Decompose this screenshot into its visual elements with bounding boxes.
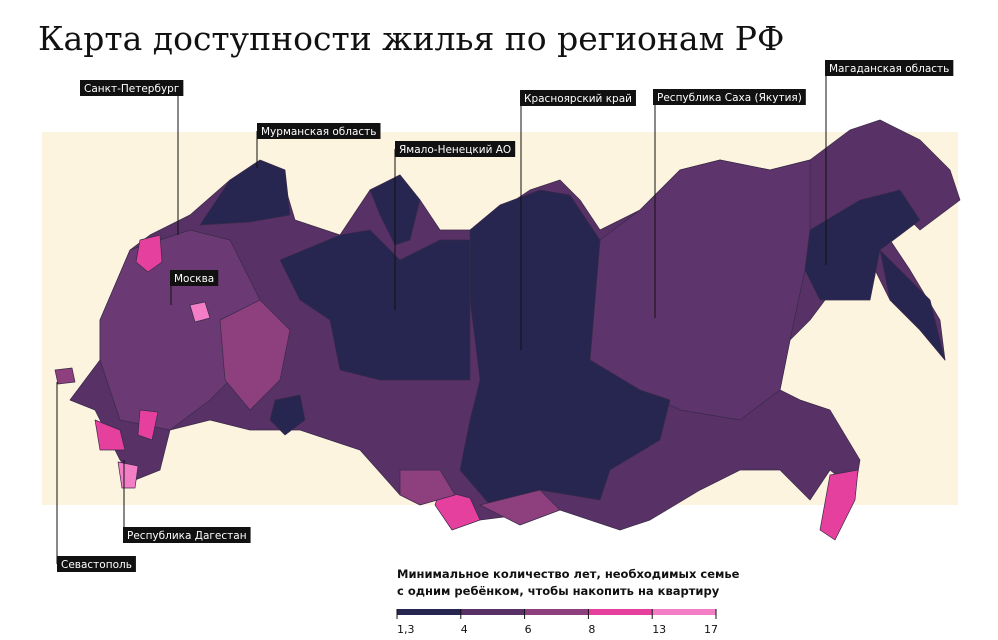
legend-tick-label: 8: [588, 623, 595, 636]
map: [54, 119, 961, 541]
region-tomsk: [269, 394, 306, 436]
callout-box: [170, 270, 219, 286]
legend-tick-label: 6: [525, 623, 532, 636]
region-altai: [434, 489, 481, 531]
callout-box: [825, 60, 954, 76]
region-caucasus: [117, 461, 139, 489]
callout-box: [80, 80, 184, 96]
legend-tick-label: 4: [461, 623, 468, 636]
region-krasnoyarsk: [459, 189, 671, 506]
legend-title: Минимальное количество лет, необходимых …: [397, 567, 740, 581]
legend-swatch: [397, 609, 461, 615]
legend-tick-label: 17: [704, 623, 718, 636]
callout-label: Республика Дагестан: [127, 530, 247, 542]
callout-box: [123, 527, 251, 543]
callout-box: [257, 123, 381, 139]
region-kamchatka: [879, 249, 946, 361]
callout-box: [57, 556, 136, 572]
region-buryatia: [479, 489, 561, 526]
legend-swatch: [652, 609, 716, 615]
region-sakhalin: [819, 469, 859, 541]
legend-tick-label: 1,3: [397, 623, 415, 636]
legend-tick-label: 13: [652, 623, 666, 636]
callout-box: [395, 141, 516, 157]
callout-box: [653, 89, 806, 105]
callout-label: Мурманская область: [261, 126, 377, 138]
callout-label: Красноярский край: [524, 93, 632, 105]
region-yamal: [279, 229, 471, 381]
legend-swatch: [524, 609, 589, 615]
callout-box: [520, 90, 636, 106]
callout-label: Магаданская область: [829, 63, 949, 75]
region-dagestan: [94, 419, 126, 451]
callouts: Санкт-Петербург Мурманская область Ямало-Н…: [56, 60, 954, 572]
region-volga: [219, 299, 291, 411]
callout-label: Санкт-Петербург: [84, 83, 179, 95]
region-south-siberia: [399, 469, 456, 506]
region-spb: [135, 234, 163, 273]
legend-title: с одним ребёнком, чтобы накопить на квар…: [397, 584, 720, 598]
region-murmansk: [199, 159, 291, 226]
legend-swatch: [588, 609, 653, 615]
region-moscow: [189, 301, 211, 323]
page-title: Карта доступности жилья по регионам РФ: [38, 19, 784, 58]
legend-swatch: [460, 609, 525, 615]
callout-label: Москва: [174, 273, 214, 285]
callout-label: Севастополь: [61, 559, 132, 571]
region-krasnodar: [137, 409, 159, 441]
callout-label: Республика Саха (Якутия): [657, 92, 802, 104]
region-crimea: [54, 367, 76, 385]
callout-label: Ямало-Ненецкий АО: [399, 144, 511, 156]
legend: 1,3 4 6 8 13 17: [396, 609, 718, 636]
